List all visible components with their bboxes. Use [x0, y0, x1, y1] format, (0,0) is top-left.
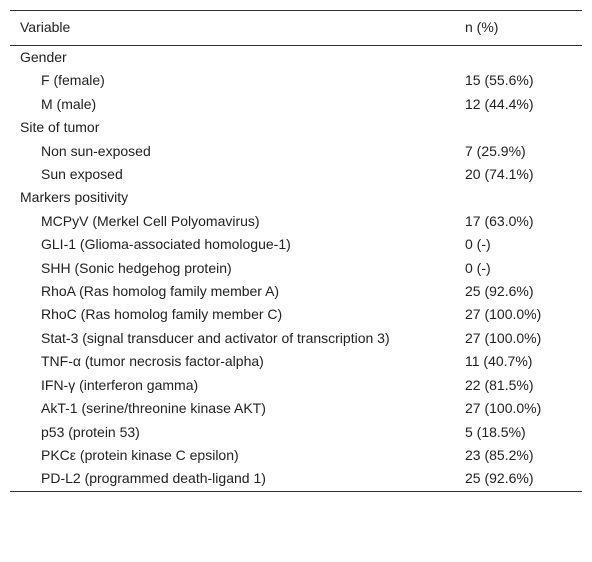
group-row: Site of tumor [10, 116, 582, 139]
item-value: 25 (92.6%) [465, 470, 534, 487]
item-value: 25 (92.6%) [465, 283, 534, 300]
empty-cell [455, 46, 582, 70]
item-label: F (female) [41, 72, 105, 89]
item-value: 27 (100.0%) [465, 400, 542, 417]
item-value: 27 (100.0%) [465, 329, 542, 346]
item-row: MCPyV (Merkel Cell Polyomavirus) 17 (63.0… [10, 210, 582, 233]
item-value: 17 (63.0%) [465, 212, 534, 229]
item-label: MCPyV (Merkel Cell Polyomavirus) [41, 212, 260, 229]
group-title: Gender [20, 49, 67, 65]
header-cell: n (%) [465, 19, 499, 35]
item-label: M (male) [41, 95, 97, 112]
item-row: GLI-1 (Glioma-associated homologue-1) 0 (… [10, 233, 582, 256]
item-row: PD-L2 (programmed death-ligand 1) 25 (92.… [10, 467, 582, 491]
data-table: Variable n (%) Gender F (female) 15 (55.6%… [10, 10, 582, 492]
header-cell: Variable [20, 19, 71, 35]
item-row: Sun exposed 20 (74.1%) [10, 163, 582, 186]
group-title: Site of tumor [20, 119, 100, 136]
item-row: Non sun-exposed 7 (25.9%) [10, 140, 582, 163]
empty-cell [455, 186, 582, 209]
item-row: SHH (Sonic hedgehog protein) 0 (-) [10, 257, 582, 280]
empty-cell [455, 116, 582, 139]
item-row: M (male) 12 (44.4%) [10, 93, 582, 116]
item-label: RhoC (Ras homolog family member C) [41, 306, 283, 323]
item-value: 11 (40.7%) [465, 353, 533, 370]
item-row: IFN-γ (interferon gamma) 22 (81.5%) [10, 374, 582, 397]
item-row: TNF-α (tumor necrosis factor-alpha) 11 (4… [10, 350, 582, 373]
table-body: Gender F (female) 15 (55.6%) M (male) 12 (44… [10, 46, 582, 492]
header-row: Variable n (%) [10, 10, 582, 46]
item-label: PKCε (protein kinase C epsilon) [41, 446, 239, 463]
item-value: 15 (55.6%) [465, 72, 534, 89]
item-row: RhoC (Ras homolog family member C) 27 (10… [10, 303, 582, 326]
item-label: SHH (Sonic hedgehog protein) [41, 259, 232, 276]
item-label: Stat-3 (signal transducer and activator … [41, 329, 390, 346]
item-label: GLI-1 (Glioma-associated homologue-1) [41, 236, 291, 253]
item-value: 7 (25.9%) [465, 142, 526, 159]
item-label: Non sun-exposed [41, 142, 151, 159]
item-value: 23 (85.2%) [465, 446, 534, 463]
item-value: 12 (44.4%) [465, 95, 534, 112]
item-value: 22 (81.5%) [465, 376, 534, 393]
item-row: AkT-1 (serine/threonine kinase AKT) 27 (1… [10, 397, 582, 420]
item-label: AkT-1 (serine/threonine kinase AKT) [41, 400, 266, 417]
item-row: F (female) 15 (55.6%) [10, 69, 582, 92]
item-value: 27 (100.0%) [465, 306, 542, 323]
item-row: PKCε (protein kinase C epsilon) 23 (85.2%… [10, 444, 582, 467]
item-label: PD-L2 (programmed death-ligand 1) [41, 470, 266, 487]
item-row: p53 (protein 53) 5 (18.5%) [10, 421, 582, 444]
item-value: 0 (-) [465, 259, 491, 276]
group-row: Markers positivity [10, 186, 582, 209]
item-row: Stat-3 (signal transducer and activator … [10, 327, 582, 350]
item-label: IFN-γ (interferon gamma) [41, 376, 199, 393]
item-value: 5 (18.5%) [465, 423, 526, 440]
item-label: TNF-α (tumor necrosis factor-alpha) [41, 353, 264, 370]
item-row: RhoA (Ras homolog family member A) 25 (92… [10, 280, 582, 303]
item-label: Sun exposed [41, 166, 123, 183]
item-value: 20 (74.1%) [465, 166, 534, 183]
table-header: Variable n (%) [10, 10, 582, 46]
item-value: 0 (-) [465, 236, 491, 253]
item-label: p53 (protein 53) [41, 423, 140, 440]
group-title: Markers positivity [20, 189, 129, 206]
item-label: RhoA (Ras homolog family member A) [41, 283, 280, 300]
group-row: Gender [10, 46, 582, 70]
